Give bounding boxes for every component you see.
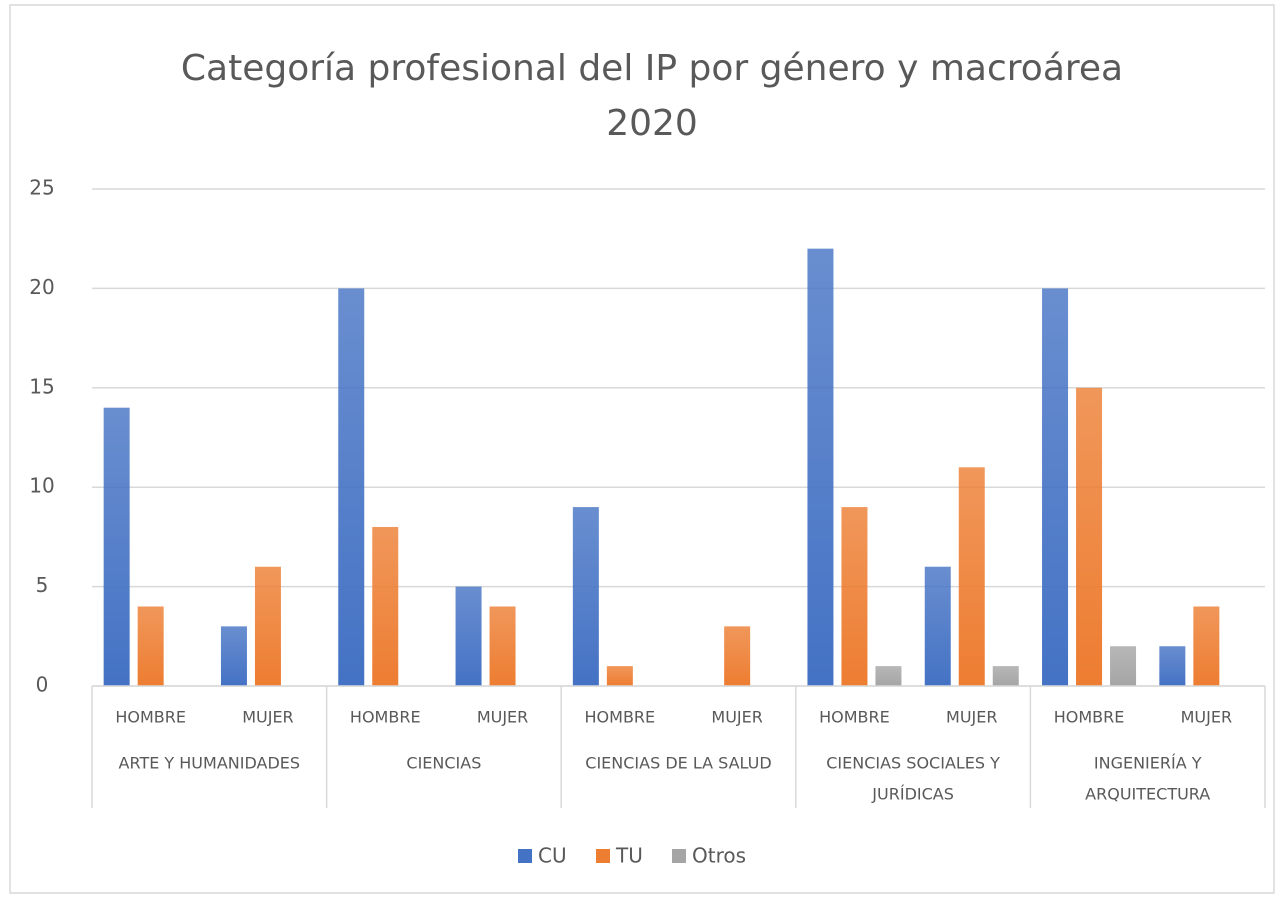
- bar: [137, 606, 164, 686]
- bar: [1042, 288, 1069, 686]
- group-label: ARQUITECTURA: [1085, 785, 1210, 804]
- group-label: CIENCIAS: [406, 754, 481, 773]
- legend-swatch: [518, 849, 532, 863]
- bar: [220, 626, 247, 686]
- bar: [572, 507, 599, 686]
- x-tick-label: HOMBRE: [585, 708, 656, 727]
- y-tick-label: 15: [29, 374, 54, 398]
- x-tick-label: HOMBRE: [819, 708, 890, 727]
- group-label: INGENIERÍA Y: [1094, 754, 1202, 773]
- bar: [724, 626, 751, 686]
- x-tick-label: MUJER: [946, 708, 997, 727]
- x-tick-label: HOMBRE: [350, 708, 421, 727]
- x-tick-label: MUJER: [711, 708, 762, 727]
- bar: [807, 248, 834, 686]
- bar: [992, 666, 1019, 686]
- y-tick-label: 25: [29, 176, 54, 200]
- group-label: JURÍDICAS: [871, 785, 954, 804]
- bar: [103, 407, 130, 686]
- bar: [958, 467, 985, 686]
- y-tick-label: 10: [29, 474, 54, 498]
- chart-title: 2020: [606, 103, 698, 144]
- legend-label: CU: [538, 844, 567, 868]
- y-tick-label: 5: [36, 573, 49, 597]
- x-tick-label: HOMBRE: [1054, 708, 1125, 727]
- legend-label: TU: [615, 844, 643, 868]
- y-tick-label: 0: [36, 673, 49, 697]
- x-tick-label: MUJER: [242, 708, 293, 727]
- legend-label: Otros: [692, 844, 746, 868]
- x-tick-label: MUJER: [1181, 708, 1232, 727]
- y-tick-label: 20: [29, 275, 54, 299]
- x-tick-label: MUJER: [477, 708, 528, 727]
- group-label: CIENCIAS DE LA SALUD: [585, 754, 771, 773]
- group-label: ARTE Y HUMANIDADES: [119, 754, 300, 773]
- group-label: CIENCIAS SOCIALES Y: [826, 754, 1000, 773]
- legend-swatch: [672, 849, 686, 863]
- bar: [1159, 646, 1186, 686]
- bar: [1076, 387, 1103, 686]
- bar: [372, 526, 399, 686]
- bar: [875, 666, 902, 686]
- bar: [254, 566, 281, 686]
- bar: [606, 666, 633, 686]
- bar: [924, 566, 951, 686]
- bar: [1193, 606, 1220, 686]
- bar: [455, 586, 482, 686]
- x-tick-label: HOMBRE: [115, 708, 186, 727]
- chart-title: Categoría profesional del IP por género …: [181, 48, 1123, 89]
- bar: [489, 606, 516, 686]
- bar: [841, 507, 868, 686]
- bar: [338, 288, 365, 686]
- bar: [1110, 646, 1137, 686]
- legend-swatch: [596, 849, 610, 863]
